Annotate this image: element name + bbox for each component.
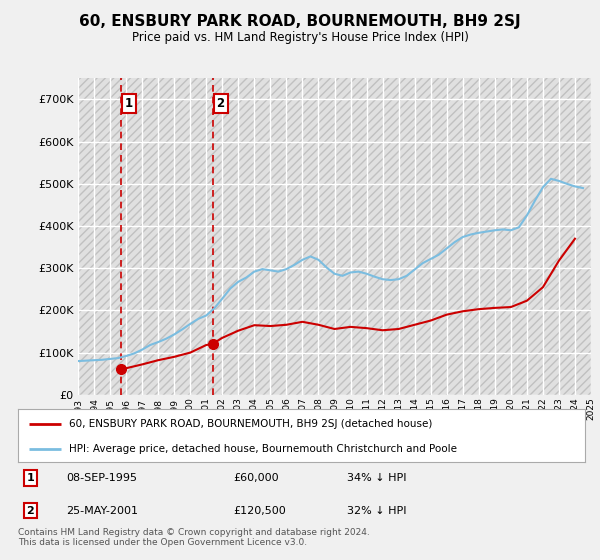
Text: 1: 1 [26,473,34,483]
Text: 60, ENSBURY PARK ROAD, BOURNEMOUTH, BH9 2SJ: 60, ENSBURY PARK ROAD, BOURNEMOUTH, BH9 … [79,14,521,29]
Text: 25-MAY-2001: 25-MAY-2001 [66,506,138,516]
Text: £120,500: £120,500 [233,506,286,516]
Text: Contains HM Land Registry data © Crown copyright and database right 2024.
This d: Contains HM Land Registry data © Crown c… [18,528,370,547]
Text: 32% ↓ HPI: 32% ↓ HPI [347,506,406,516]
Text: £60,000: £60,000 [233,473,279,483]
Text: 34% ↓ HPI: 34% ↓ HPI [347,473,406,483]
Text: 08-SEP-1995: 08-SEP-1995 [66,473,137,483]
Text: Price paid vs. HM Land Registry's House Price Index (HPI): Price paid vs. HM Land Registry's House … [131,31,469,44]
Text: 60, ENSBURY PARK ROAD, BOURNEMOUTH, BH9 2SJ (detached house): 60, ENSBURY PARK ROAD, BOURNEMOUTH, BH9 … [69,419,433,429]
Text: 2: 2 [217,97,224,110]
Text: 1: 1 [125,97,133,110]
Text: 2: 2 [26,506,34,516]
Text: HPI: Average price, detached house, Bournemouth Christchurch and Poole: HPI: Average price, detached house, Bour… [69,444,457,454]
